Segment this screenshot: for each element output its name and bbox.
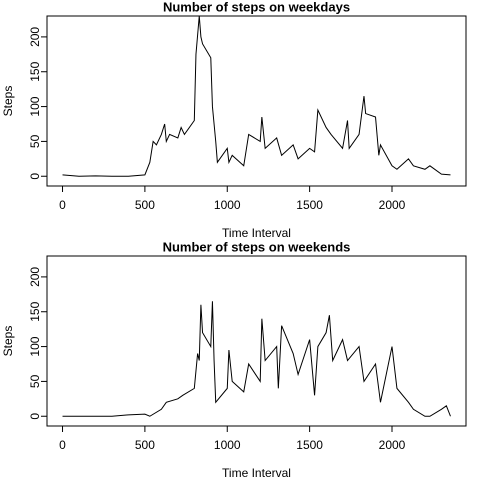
chart-title: Number of steps on weekends	[163, 239, 351, 254]
x-tick-label: 500	[135, 438, 155, 452]
y-tick-label: 0	[28, 173, 42, 180]
x-tick-label: 1500	[296, 438, 323, 452]
plot-frame	[46, 15, 467, 187]
x-tick-label: 2000	[379, 198, 406, 212]
x-tick-label: 2000	[379, 438, 406, 452]
plot-frame	[46, 255, 467, 427]
y-tick-label: 150	[28, 61, 42, 81]
x-tick-label: 500	[135, 198, 155, 212]
x-tick-label: 1000	[214, 198, 241, 212]
y-axis-label: Steps	[1, 86, 15, 117]
y-axis-label: Steps	[1, 326, 15, 357]
y-tick-label: 50	[28, 134, 42, 148]
x-tick-label: 0	[59, 198, 66, 212]
series-line	[62, 15, 451, 177]
y-tick-label: 0	[28, 413, 42, 420]
x-tick-label: 1000	[214, 438, 241, 452]
x-tick-label: 1500	[296, 198, 323, 212]
y-tick-label: 200	[28, 27, 42, 47]
y-tick-label: 150	[28, 301, 42, 321]
x-axis-label: Time Interval	[222, 466, 291, 480]
y-tick-label: 200	[28, 267, 42, 287]
chart-title: Number of steps on weekdays	[163, 0, 350, 14]
x-axis-label: Time Interval	[222, 226, 291, 240]
y-tick-label: 100	[28, 336, 42, 356]
y-tick-label: 100	[28, 96, 42, 116]
y-tick-label: 50	[28, 374, 42, 388]
series-line	[62, 301, 451, 417]
x-tick-label: 0	[59, 438, 66, 452]
